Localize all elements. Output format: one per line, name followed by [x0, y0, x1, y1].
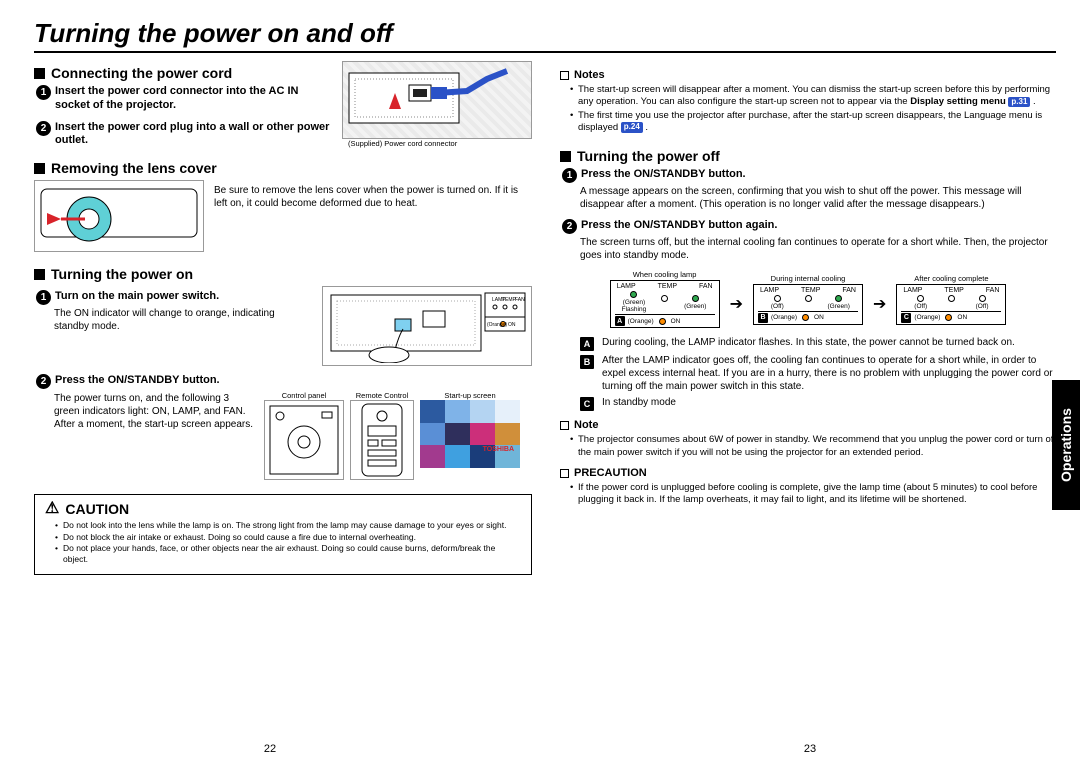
caution-title: CAUTION — [65, 501, 129, 517]
power-cord-illustration — [342, 61, 532, 139]
caution-bullet: Do not block the air intake or exhaust. … — [55, 532, 521, 543]
poweron-step-1: 1 Turn on the main power switch. — [36, 290, 312, 305]
page-ref-badge: p.31 — [1008, 97, 1030, 107]
poweroff-step-1-body: A message appears on the screen, confirm… — [580, 185, 1056, 211]
title-rule — [34, 51, 1056, 53]
state-item-b: BAfter the LAMP indicator goes off, the … — [580, 354, 1056, 393]
poweroff-step-2-body: The screen turns off, but the internal c… — [580, 236, 1056, 262]
sec-connecting-head: Connecting the power cord — [34, 65, 332, 81]
sec-lenscover-head: Removing the lens cover — [34, 160, 532, 176]
indicator-panel-c: After cooling complete LAMPTEMPFAN (Off)… — [896, 284, 1006, 325]
page-number-right: 23 — [804, 743, 816, 755]
arrow-icon: ➔ — [730, 294, 743, 314]
caution-bullet: Do not look into the lens while the lamp… — [55, 520, 521, 531]
right-column: Notes The start-up screen will disappear… — [560, 61, 1056, 575]
lens-cover-body: Be sure to remove the lens cover when th… — [214, 180, 532, 210]
poweroff-step-1: 1 Press the ON/STANDBY button. — [562, 168, 1056, 183]
cap-remote: Remote Control — [350, 391, 414, 400]
power-cord-caption: (Supplied) Power cord connector — [342, 139, 532, 148]
caution-box: ⚠ CAUTION Do not look into the lens while… — [34, 494, 532, 575]
indicator-panels-row: When cooling lamp LAMPTEMPFAN (Green)Fla… — [560, 280, 1056, 328]
svg-text:(Orange): (Orange) — [487, 322, 507, 328]
caution-bullet: Do not place your hands, face, or other … — [55, 543, 521, 564]
notes-bullet: The start-up screen will disappear after… — [570, 84, 1056, 109]
precaution-bullet: If the power cord is unplugged before co… — [570, 482, 1056, 507]
notes-head: Notes — [560, 69, 1056, 81]
connect-step-1: 1 Insert the power cord connector into t… — [36, 85, 332, 113]
page-number-left: 22 — [264, 743, 276, 755]
poweroff-step-2: 2 Press the ON/STANDBY button again. — [562, 219, 1056, 234]
remote-illustration — [350, 400, 414, 480]
side-tab: Operations — [1052, 380, 1080, 510]
lens-cover-illustration — [34, 180, 204, 252]
indicator-panel-b: During internal cooling LAMPTEMPFAN (Off… — [753, 284, 863, 325]
state-item-c: CIn standby mode — [580, 396, 1056, 411]
precaution-head: PRECAUTION — [560, 467, 1056, 479]
page-ref-badge: p.24 — [621, 122, 643, 132]
poweron-step-2: 2 Press the ON/STANDBY button. — [36, 374, 532, 389]
notes-bullet: The first time you use the projector aft… — [570, 110, 1056, 135]
note2-head: Note — [560, 419, 1056, 431]
sec-poweroff-head: Turning the power off — [560, 148, 1056, 164]
left-column: Connecting the power cord 1 Insert the p… — [34, 61, 532, 575]
control-panel-illustration — [264, 400, 344, 480]
startup-brand: TOSHIBA — [483, 446, 514, 453]
arrow-icon: ➔ — [873, 294, 886, 314]
state-item-a: ADuring cooling, the LAMP indicator flas… — [580, 336, 1056, 351]
warning-icon: ⚠ — [45, 501, 59, 517]
note2-bullet: The projector consumes about 6W of power… — [570, 434, 1056, 459]
sec-poweron-head: Turning the power on — [34, 266, 532, 282]
page-title: Turning the power on and off — [34, 18, 1056, 49]
cap-control-panel: Control panel — [264, 391, 344, 400]
poweron-step-2-body: The power turns on, and the following 3 … — [54, 392, 254, 431]
connect-step-2: 2 Insert the power cord plug into a wall… — [36, 121, 332, 149]
indicator-panel-a: When cooling lamp LAMPTEMPFAN (Green)Fla… — [610, 280, 720, 328]
startup-screen-mosaic: TOSHIBA — [420, 400, 520, 468]
svg-text:FAN: FAN — [515, 297, 525, 303]
cap-startup: Start-up screen — [420, 391, 520, 400]
main-switch-illustration: LAMP TEMP FAN ON (Orange) — [322, 286, 532, 366]
poweron-step-1-body: The ON indicator will change to orange, … — [54, 307, 312, 333]
svg-text:ON: ON — [508, 322, 516, 328]
